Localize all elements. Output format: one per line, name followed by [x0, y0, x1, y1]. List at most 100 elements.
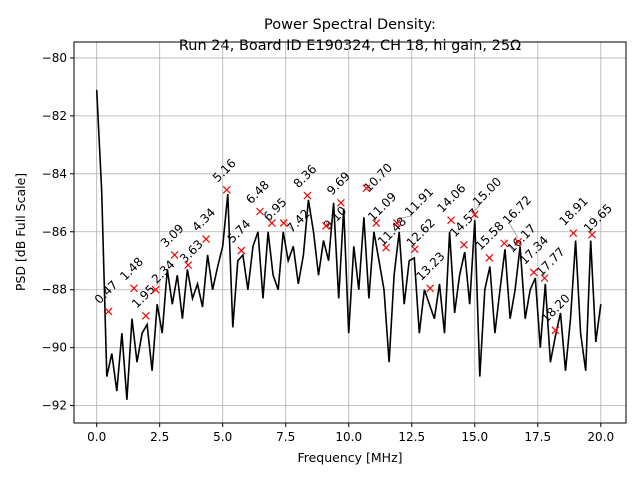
peak-marker-stroke	[202, 235, 211, 243]
peak-marker	[382, 243, 390, 252]
peak-label: 5.16	[210, 156, 239, 185]
peak-marker	[337, 198, 345, 207]
peak-marker-stroke	[279, 219, 288, 228]
peak-label: 0.47	[92, 278, 121, 307]
peak-leader-line	[270, 218, 273, 221]
peak-marker-stroke	[551, 326, 560, 335]
y-tick-label: −80	[42, 51, 67, 65]
peak-marker	[514, 237, 523, 246]
peak-marker-stroke	[485, 253, 494, 262]
peak-marker	[551, 326, 560, 335]
x-tick-label: 17.5	[524, 430, 551, 444]
peak-marker	[485, 253, 494, 262]
y-tick-label: −92	[42, 399, 67, 413]
x-axis-label: Frequency [MHz]	[297, 450, 402, 465]
peak-leader-line	[396, 215, 412, 220]
x-tick-label: 5.0	[213, 430, 232, 444]
x-tick-label: 7.5	[276, 430, 295, 444]
peak-label: 15.58	[473, 219, 507, 253]
peak-leader-line	[384, 243, 387, 246]
peak-marker	[202, 235, 211, 243]
peak-label: 10.70	[361, 161, 395, 195]
peak-label: 7.42	[284, 206, 313, 235]
peak-label: 1.95	[129, 282, 158, 311]
peak-marker	[267, 219, 276, 228]
peak-marker-stroke	[170, 251, 179, 259]
peak-marker	[410, 245, 419, 254]
peak-leader-line	[413, 244, 416, 248]
peak-label: 14.57	[447, 206, 481, 240]
peak-label: 14.06	[434, 181, 468, 215]
peak-label: 1.48	[117, 255, 146, 284]
peak-marker	[500, 239, 509, 248]
peak-marker-stroke	[470, 210, 479, 219]
peak-marker-stroke	[447, 216, 455, 225]
peak-label: 2.34	[149, 257, 178, 286]
y-tick-label: −84	[42, 167, 67, 181]
peak-marker	[141, 311, 150, 320]
peak-marker	[151, 285, 160, 294]
peak-marker-stroke	[141, 311, 150, 320]
peak-marker-stroke	[392, 219, 401, 228]
x-tick-label: 10.0	[335, 430, 362, 444]
plot-area: 0.471.481.952.343.093.634.345.165.746.48…	[92, 89, 615, 400]
y-tick-label: −86	[42, 225, 67, 239]
grid	[74, 42, 626, 423]
psd-trace	[95, 89, 602, 400]
peak-marker	[303, 191, 312, 200]
peak-marker-stroke	[372, 219, 381, 228]
y-axis-label: PSD [dB Full Scale]	[13, 173, 28, 291]
peak-marker-stroke	[303, 191, 312, 200]
chart-title-line1: Power Spectral Density:	[264, 17, 436, 33]
peak-leader-lines	[155, 184, 593, 286]
peak-marker	[540, 274, 549, 283]
peak-leader-line	[542, 273, 545, 277]
ticks: 0.0 2.5 5.0 7.5 10.0 12.5 15.0 17.5 20.0 −80 −82 −8…	[42, 51, 614, 444]
peak-marker-stroke	[337, 198, 345, 207]
peak-marker	[256, 207, 264, 216]
peak-marker	[470, 210, 479, 219]
peak-marker	[529, 268, 538, 277]
peak-leader-line	[590, 230, 593, 233]
peak-leader-line	[474, 205, 481, 211]
peak-label: 3.09	[158, 221, 187, 250]
peak-marker	[237, 246, 246, 255]
peak-marker	[362, 184, 371, 193]
peak-marker	[170, 251, 179, 259]
peak-marker-stroke	[256, 207, 264, 216]
peak-marker-stroke	[362, 184, 371, 193]
peak-marker-stroke	[460, 240, 468, 249]
peak-marker	[184, 261, 193, 270]
peak-marker-stroke	[410, 245, 419, 254]
peak-marker-stroke	[237, 246, 246, 255]
peak-leader-line	[325, 221, 331, 230]
peak-marker	[426, 284, 435, 293]
peak-leader-line	[366, 184, 371, 192]
peak-marker-stroke	[529, 268, 538, 277]
x-tick-label: 15.0	[461, 430, 488, 444]
peak-label: 8.36	[291, 162, 320, 191]
axes-frame	[73, 41, 627, 424]
peak-marker	[447, 216, 455, 225]
peak-marker-stroke	[267, 219, 276, 228]
peak-marker	[569, 229, 578, 238]
peak-marker	[104, 307, 113, 316]
chart-title-line2: Run 24, Board ID E190324, CH 18, hi gain…	[179, 38, 521, 54]
peak-marker	[222, 185, 231, 194]
y-tick-label: −88	[42, 283, 67, 297]
y-tick-label: −90	[42, 341, 67, 355]
peak-label: 11.91	[402, 185, 436, 219]
peak-label: 4.34	[189, 205, 218, 234]
peak-leader-line	[374, 218, 377, 221]
peak-marker	[372, 219, 381, 228]
peak-marker	[279, 219, 288, 228]
peak-marker-stroke	[104, 307, 113, 316]
peak-marker	[460, 240, 468, 249]
peak-leader-line	[509, 223, 519, 239]
x-tick-label: 0.0	[87, 430, 106, 444]
peak-marker	[392, 219, 401, 228]
peak-label: 12.62	[404, 216, 438, 250]
peak-marker-stroke	[222, 185, 231, 194]
x-tick-label: 2.5	[150, 430, 169, 444]
